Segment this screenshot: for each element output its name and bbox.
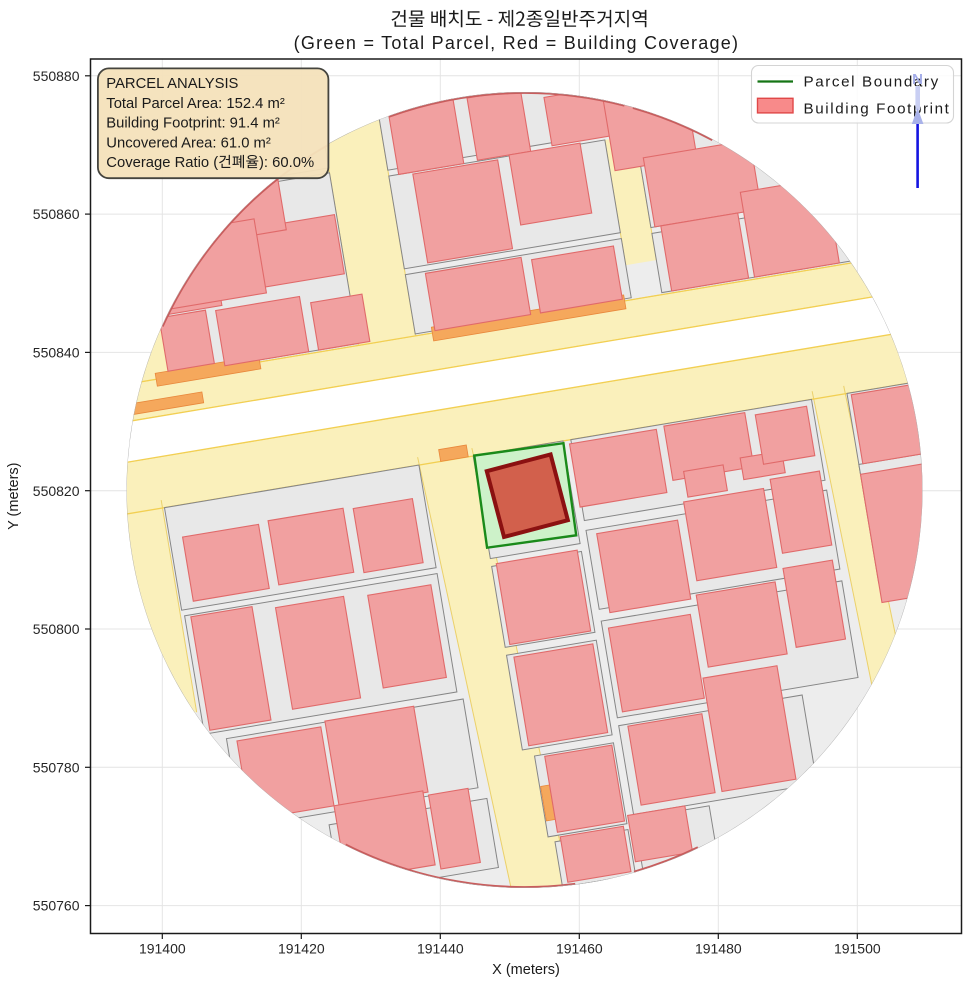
svg-text:Coverage Ratio (: Coverage Ratio ( xyxy=(106,155,218,171)
svg-text:Y (meters): Y (meters) xyxy=(6,462,22,529)
svg-text:Uncovered Area: 61.0 m²: Uncovered Area: 61.0 m² xyxy=(106,135,271,151)
svg-text:191480: 191480 xyxy=(695,940,742,956)
svg-text:191460: 191460 xyxy=(556,940,603,956)
svg-text:N: N xyxy=(912,71,923,88)
svg-text:550800: 550800 xyxy=(33,621,80,637)
svg-text:Parcel Boundary: Parcel Boundary xyxy=(804,74,940,91)
svg-text:550780: 550780 xyxy=(33,759,80,775)
svg-text:Total Parcel Area: 152.4 m²: Total Parcel Area: 152.4 m² xyxy=(106,96,285,112)
svg-text:550860: 550860 xyxy=(33,206,80,222)
svg-text:PARCEL ANALYSIS: PARCEL ANALYSIS xyxy=(106,76,238,92)
svg-text:): 60.0%: ): 60.0% xyxy=(259,155,314,171)
svg-text:Building Footprint: 91.4 m²: Building Footprint: 91.4 m² xyxy=(106,116,280,132)
svg-text:(Green = Total Parcel, Red = B: (Green = Total Parcel, Red = Building Co… xyxy=(294,33,740,53)
svg-text:191500: 191500 xyxy=(834,940,881,956)
svg-text:550880: 550880 xyxy=(33,68,80,84)
svg-text:191420: 191420 xyxy=(278,940,325,956)
svg-text:550760: 550760 xyxy=(33,898,80,914)
svg-text:Building Footprint: Building Footprint xyxy=(804,101,951,118)
svg-text:550840: 550840 xyxy=(33,345,80,361)
svg-text:X (meters): X (meters) xyxy=(492,962,560,978)
svg-text:550820: 550820 xyxy=(33,483,80,499)
svg-text:191400: 191400 xyxy=(139,940,186,956)
svg-text:191440: 191440 xyxy=(417,940,464,956)
